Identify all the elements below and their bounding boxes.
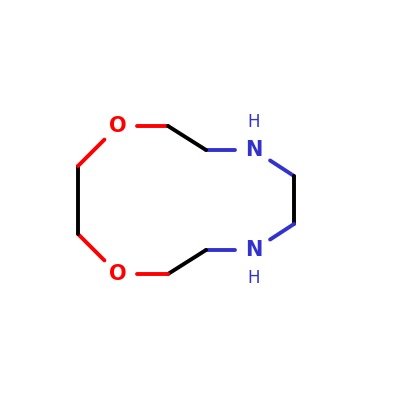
- Text: H: H: [248, 113, 260, 131]
- Text: O: O: [109, 116, 127, 136]
- Text: O: O: [109, 264, 127, 284]
- Text: H: H: [248, 269, 260, 287]
- Text: N: N: [245, 140, 263, 160]
- Text: N: N: [245, 240, 263, 260]
